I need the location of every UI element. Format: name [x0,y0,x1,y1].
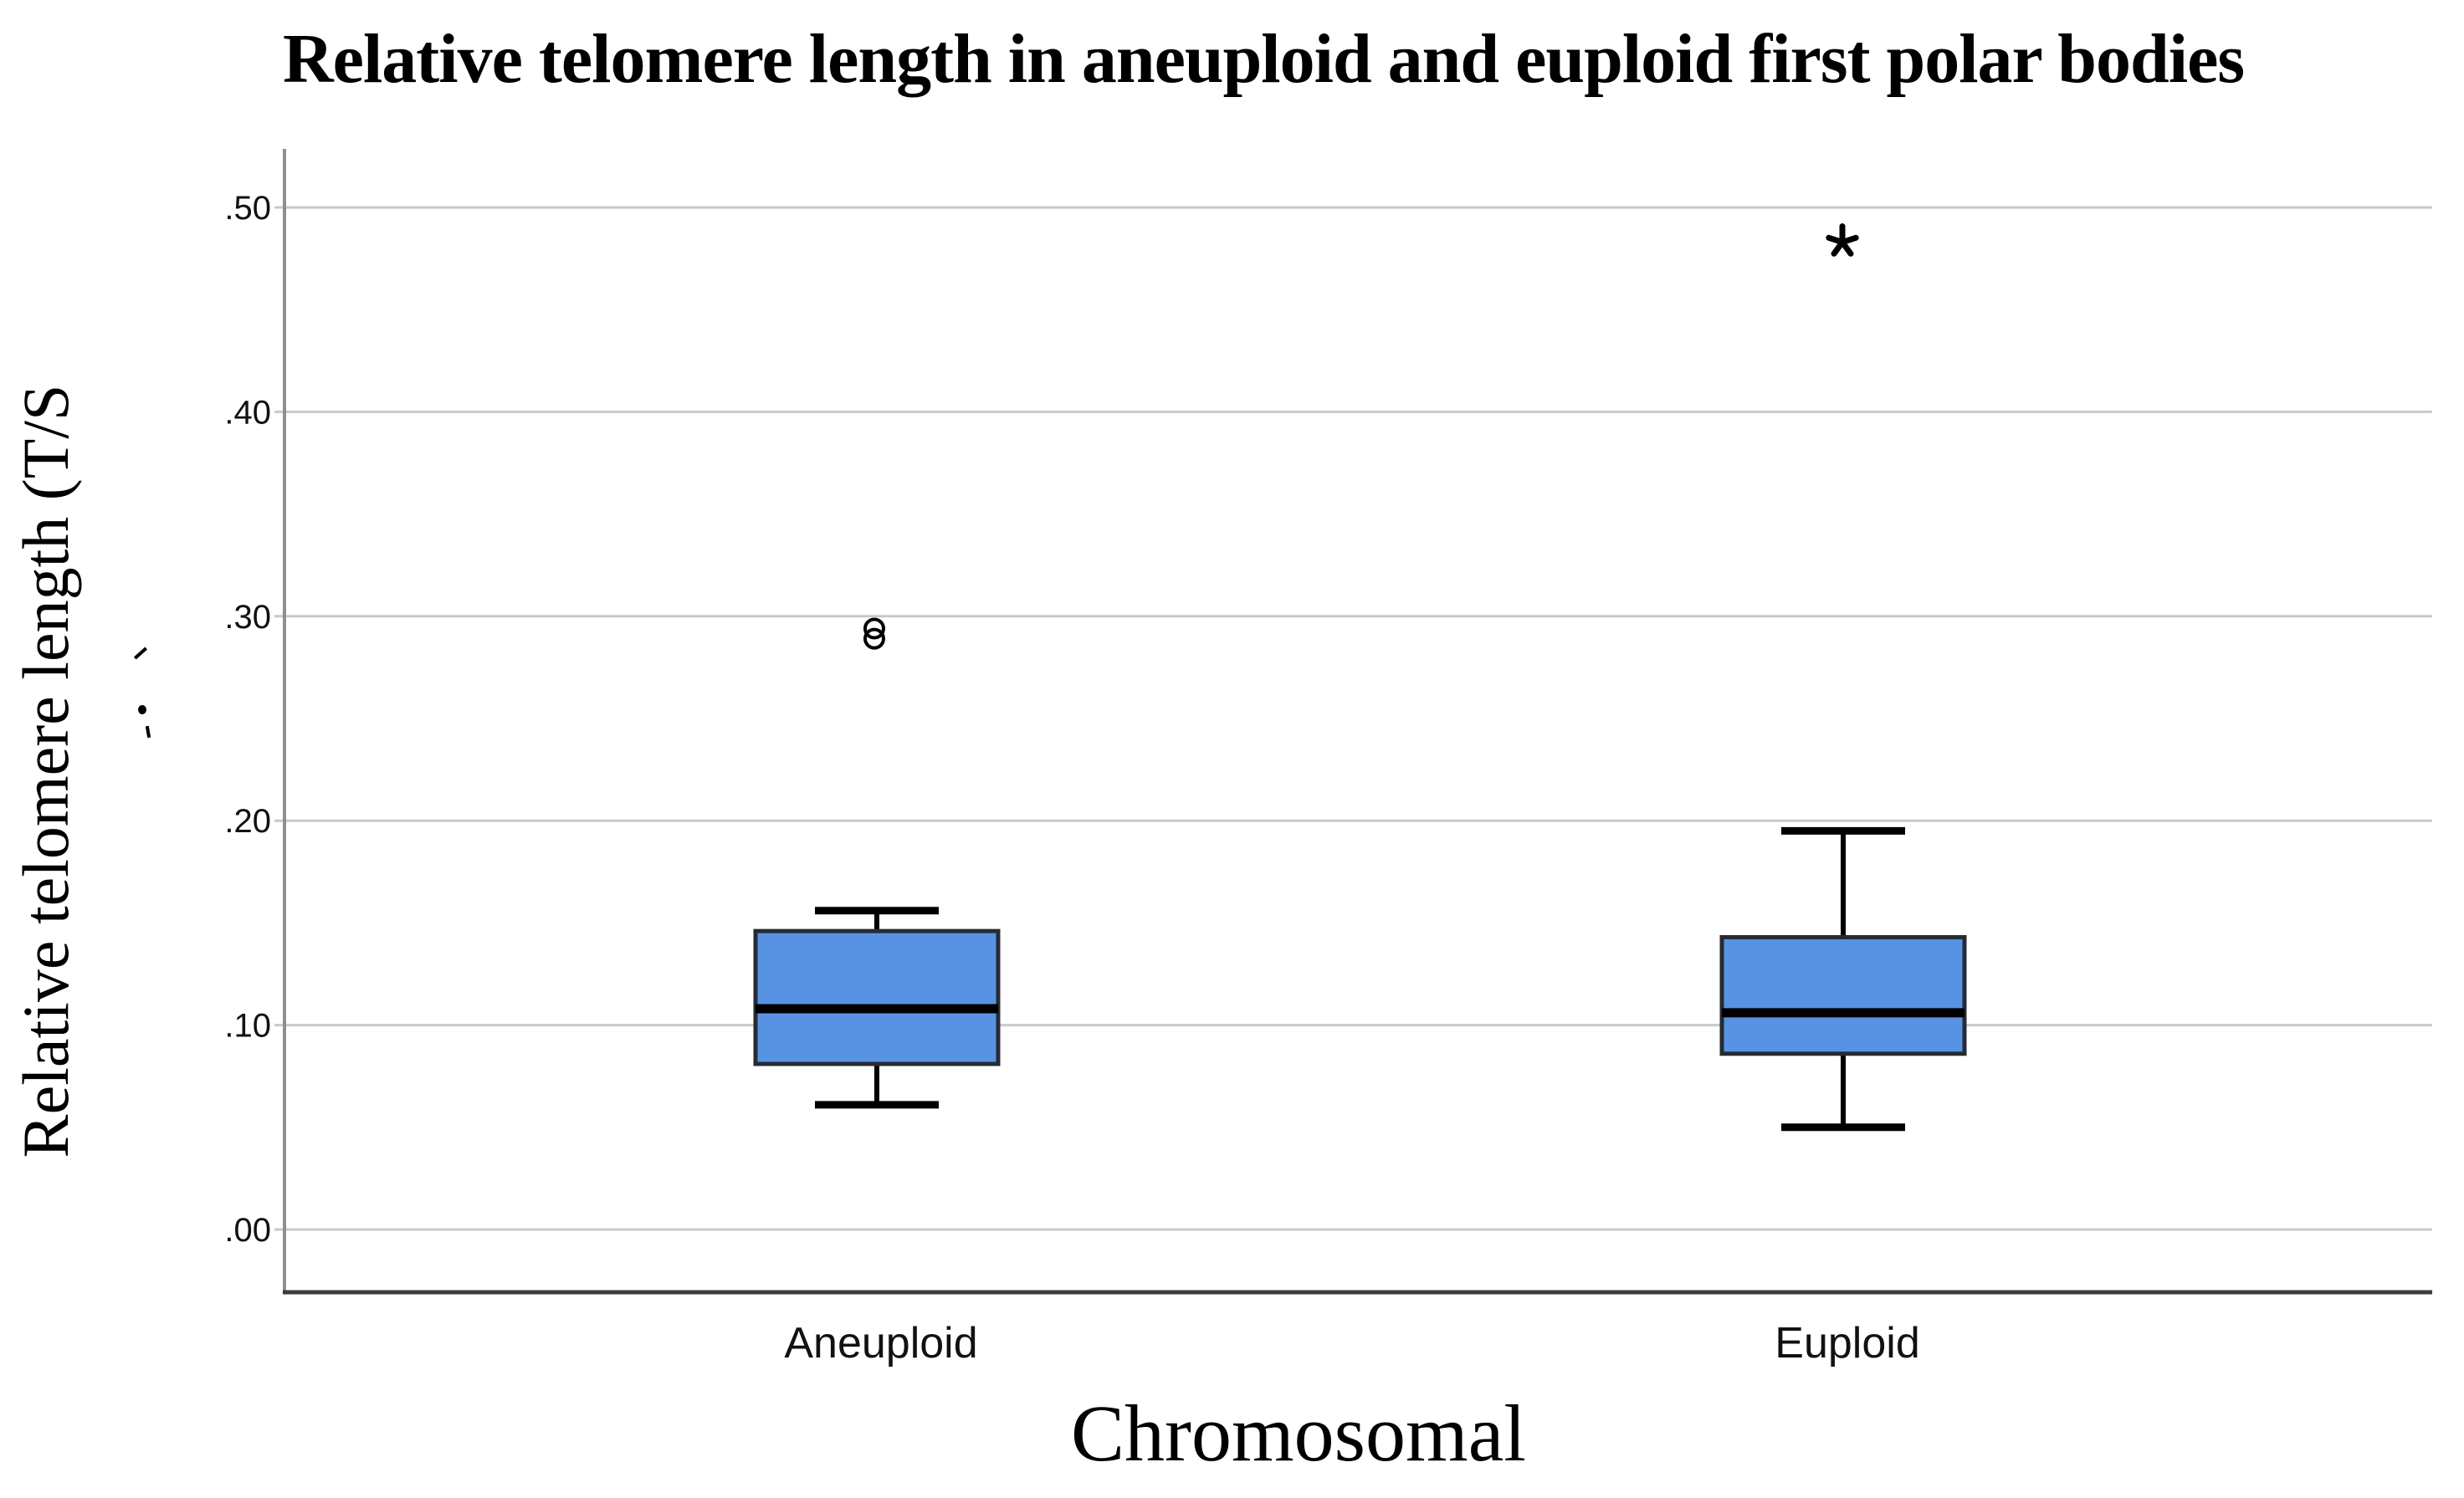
category-label-euploid: Euploid [1775,1319,1919,1368]
outlier-circle-aneuploid-1 [863,617,885,640]
y-tick-label-.30: .30 [224,599,271,636]
y-tick-label-.10: .10 [224,1008,271,1045]
outlier-circle-aneuploid-0 [863,627,885,650]
box-iqr-euploid [1719,935,1967,1056]
y-tick-label-.20: .20 [224,803,271,840]
y-tick-label-.00: .00 [224,1212,271,1249]
extreme-asterisk-euploid-0 [1839,239,1854,257]
x-axis-title: Chromosomal [1071,1388,1526,1478]
y-tick-label-.40: .40 [224,394,271,431]
box-iqr-aneuploid [753,928,1001,1066]
stray-mark-dot [138,705,146,714]
y-tick-label-.50: .50 [224,190,271,227]
chart-title: Relative telomere length in aneuploid an… [283,20,2245,98]
category-label-aneuploid: Aneuploid [784,1319,977,1368]
